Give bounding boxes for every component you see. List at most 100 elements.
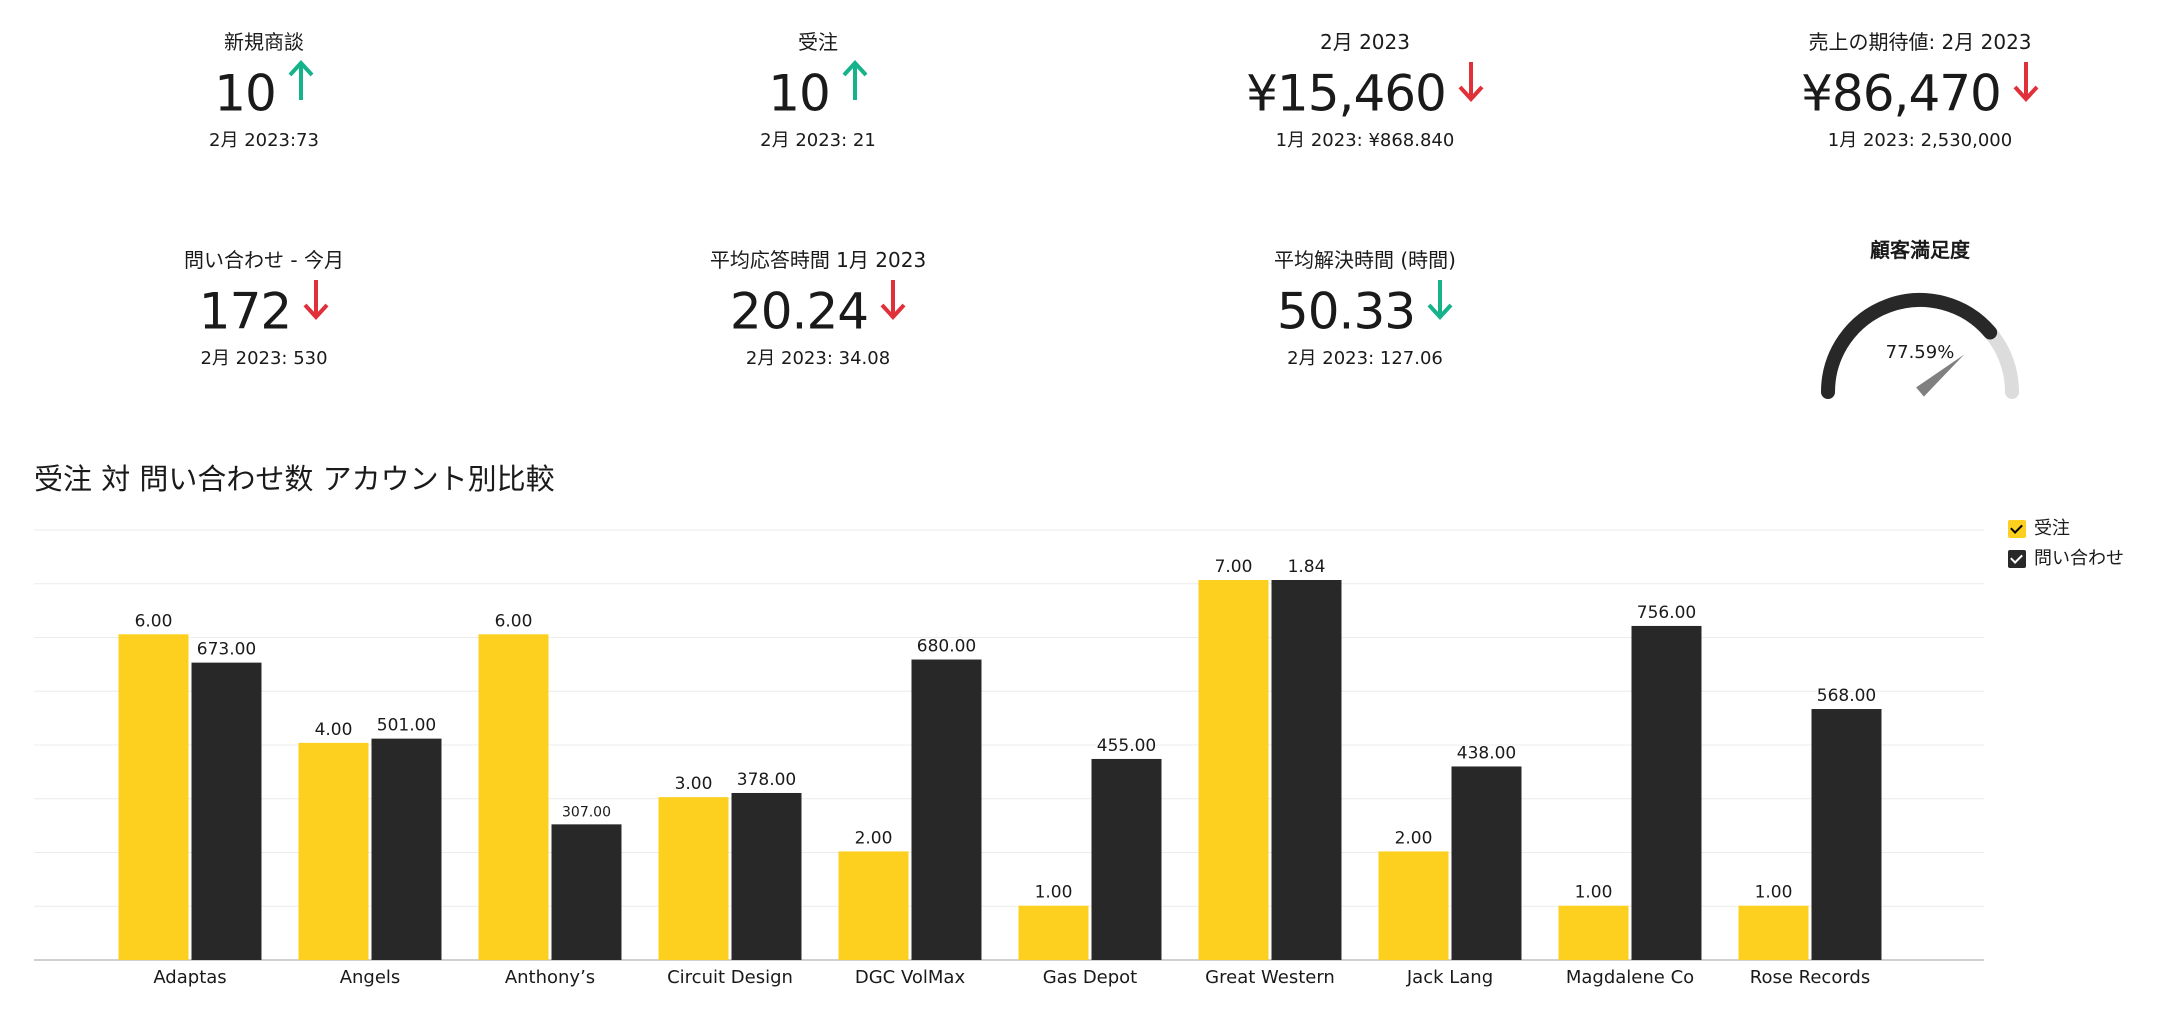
x-tick-label: Circuit Design: [667, 967, 793, 988]
gauge-fill: [1821, 293, 1998, 399]
arrow-up-icon: [288, 60, 314, 127]
bar-orders[interactable]: [1558, 905, 1629, 960]
bar-orders[interactable]: [1198, 580, 1269, 960]
data-label: 378.00: [737, 770, 796, 790]
data-label: 2.00: [1395, 828, 1433, 848]
data-labels: 6.00 673.00 4.00 501.00 6.00 307.00 3.00 378.00…: [135, 557, 1877, 903]
x-tick-label: Rose Records: [1750, 967, 1870, 988]
data-label: 3.00: [675, 774, 713, 794]
chart-title: 受注 対 問い合わせ数 アカウント別比較: [34, 462, 555, 496]
chart-legend: 受注 問い合わせ: [2008, 518, 2124, 578]
bar-inquiries[interactable]: [1271, 580, 1342, 960]
kpi-title: 平均解決時間 (時間): [1274, 248, 1456, 272]
bar-inquiries[interactable]: [371, 738, 442, 960]
bar-orders[interactable]: [838, 851, 909, 960]
data-label: 7.00: [1215, 557, 1253, 577]
data-label: 1.00: [1035, 883, 1073, 903]
gauge-value-label: 77.59%: [1886, 342, 1955, 363]
arrow-down-icon: [2013, 60, 2039, 127]
bar-inquiries[interactable]: [191, 662, 262, 960]
arrow-down-icon: [1427, 278, 1453, 345]
kpi-value: 50.33: [1276, 282, 1416, 341]
bar-inquiries[interactable]: [1631, 625, 1702, 960]
kpi-revenue-month: 2月 2023 ¥15,460 1月 2023: ¥868.840: [1155, 30, 1575, 152]
arrow-up-icon: [842, 60, 868, 127]
data-label: 680.00: [917, 637, 976, 657]
satisfaction-gauge: 顧客満足度 77.59%: [1790, 238, 2050, 416]
data-label: 438.00: [1457, 743, 1516, 763]
kpi-comparison: 2月 2023: 127.06: [1287, 348, 1443, 369]
kpi-inquiries: 問い合わせ - 今月 172 2月 2023: 530: [54, 248, 474, 370]
bar-inquiries[interactable]: [551, 824, 622, 960]
data-label: 501.00: [377, 716, 436, 736]
kpi-comparison: 2月 2023: 21: [760, 130, 876, 151]
arrow-down-icon: [880, 278, 906, 345]
bar-orders[interactable]: [118, 634, 189, 960]
data-label: 568.00: [1817, 686, 1876, 706]
bar-orders[interactable]: [1738, 905, 1809, 960]
x-axis: Adaptas Angels Anthony’s Circuit Design DGC …: [153, 967, 1870, 988]
kpi-value: ¥15,460: [1246, 64, 1447, 123]
arrow-down-icon: [303, 278, 329, 345]
kpi-comparison: 1月 2023: 2,530,000: [1827, 130, 2013, 151]
kpi-value: 172: [198, 282, 292, 341]
kpi-comparison: 2月 2023: 34.08: [745, 348, 891, 369]
x-tick-label: Magdalene Co: [1566, 967, 1694, 988]
data-label: 4.00: [315, 720, 353, 740]
x-tick-label: Great Western: [1205, 967, 1335, 988]
kpi-value: ¥86,470: [1801, 64, 2002, 123]
kpi-value: 10: [768, 64, 831, 123]
data-label: 673.00: [197, 640, 256, 660]
checkbox-checked-icon[interactable]: [2008, 550, 2026, 568]
x-tick-label: Gas Depot: [1043, 967, 1138, 988]
bar-inquiries[interactable]: [731, 792, 802, 960]
kpi-value: 20.24: [729, 282, 869, 341]
legend-item-orders[interactable]: 受注: [2008, 518, 2124, 548]
bar-orders[interactable]: [1018, 905, 1089, 960]
x-tick-label: Adaptas: [153, 967, 226, 988]
data-label: 1.00: [1575, 883, 1613, 903]
bar-orders[interactable]: [298, 742, 369, 960]
kpi-comparison: 1月 2023: ¥868.840: [1275, 130, 1455, 151]
data-label: 6.00: [135, 611, 173, 631]
kpi-title: 新規商談: [224, 30, 304, 54]
kpi-title: 問い合わせ - 今月: [184, 248, 344, 272]
bar-inquiries[interactable]: [911, 659, 982, 960]
x-tick-label: Jack Lang: [1406, 967, 1493, 988]
gauge-needle: [1916, 354, 1965, 397]
kpi-avg-resolution-time: 平均解決時間 (時間) 50.33 2月 2023: 127.06: [1155, 248, 1575, 370]
kpi-comparison: 2月 2023:73: [209, 130, 319, 151]
data-label: 1.84: [1288, 557, 1326, 577]
kpi-avg-response-time: 平均応答時間 1月 2023 20.24 2月 2023: 34.08: [608, 248, 1028, 370]
x-tick-label: DGC VolMax: [855, 967, 966, 988]
bar-orders[interactable]: [478, 634, 549, 960]
bar-orders[interactable]: [658, 797, 729, 960]
kpi-comparison: 2月 2023: 530: [200, 348, 328, 369]
data-label: 307.00: [562, 804, 611, 820]
bars: [118, 580, 1882, 960]
data-label: 455.00: [1097, 736, 1156, 756]
x-tick-label: Anthony’s: [505, 967, 595, 988]
checkbox-checked-icon[interactable]: [2008, 520, 2026, 538]
data-label: 6.00: [495, 611, 533, 631]
gauge-chart: 77.59%: [1821, 293, 2019, 399]
bar-inquiries[interactable]: [1451, 766, 1522, 960]
bar-inquiries[interactable]: [1091, 758, 1162, 960]
bar-inquiries[interactable]: [1811, 709, 1882, 960]
data-label: 2.00: [855, 828, 893, 848]
kpi-expected-revenue: 売上の期待値: 2月 2023 ¥86,470 1月 2023: 2,530,0…: [1710, 30, 2130, 152]
data-label: 756.00: [1637, 603, 1696, 623]
legend-label: 受注: [2034, 518, 2070, 539]
arrow-down-icon: [1458, 60, 1484, 127]
bar-orders[interactable]: [1378, 851, 1449, 960]
kpi-title: 平均応答時間 1月 2023: [709, 248, 927, 272]
kpi-title: 受注: [798, 30, 838, 54]
x-tick-label: Angels: [340, 967, 401, 988]
kpi-title: 2月 2023: [1320, 30, 1410, 54]
data-label: 1.00: [1755, 883, 1793, 903]
legend-item-inquiries[interactable]: 問い合わせ: [2008, 548, 2124, 578]
kpi-orders: 受注 10 2月 2023: 21: [608, 30, 1028, 152]
kpi-title: 売上の期待値: 2月 2023: [1808, 30, 2032, 54]
